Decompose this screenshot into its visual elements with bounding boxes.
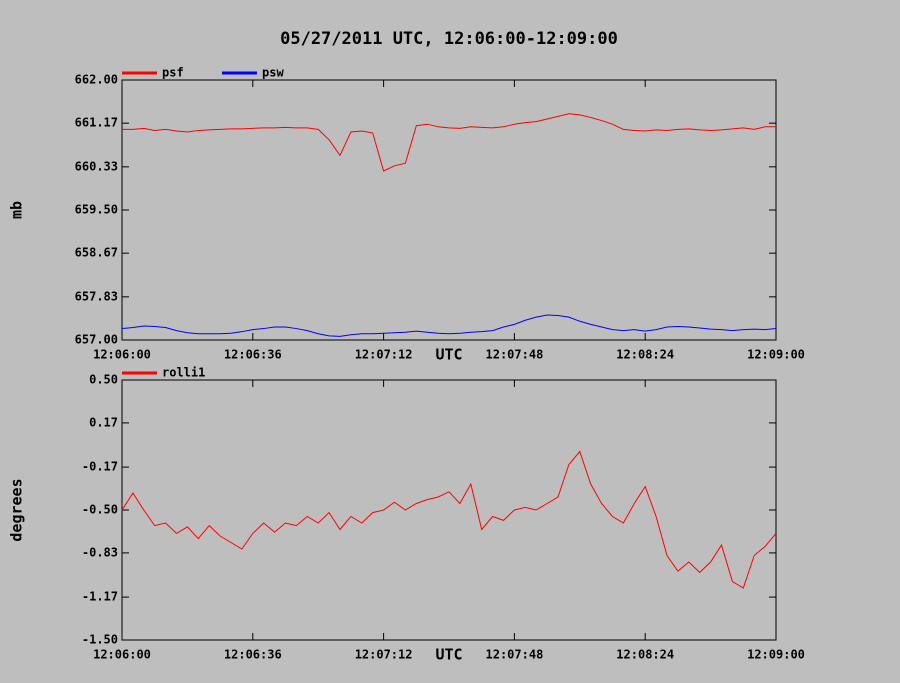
x-tick-label: 12:06:36 — [224, 348, 282, 362]
y-axis-label: mb — [8, 201, 26, 219]
x-tick-label: 12:09:00 — [747, 348, 805, 362]
x-tick-label: 12:06:36 — [224, 648, 282, 662]
x-tick-label: 12:07:48 — [486, 648, 544, 662]
y-tick-label: 0.50 — [89, 373, 118, 387]
x-tick-label: 12:08:24 — [616, 648, 674, 662]
data-line — [121, 450, 777, 589]
x-tick-label: 12:06:00 — [93, 348, 151, 362]
x-axis-label: UTC — [435, 346, 462, 364]
y-tick-label: -1.50 — [82, 633, 118, 647]
x-tick-label: 12:06:00 — [93, 648, 151, 662]
y-tick-label: 658.67 — [75, 246, 118, 260]
x-tick-label: 12:07:12 — [355, 348, 413, 362]
y-tick-label: -1.17 — [82, 590, 118, 604]
legend-label: rolli1 — [162, 366, 205, 380]
y-tick-label: 0.17 — [89, 415, 118, 429]
y-tick-label: -0.83 — [82, 545, 118, 559]
y-tick-label: -0.50 — [82, 503, 118, 517]
x-axis-label: UTC — [435, 646, 462, 664]
legend-label: psw — [262, 66, 284, 80]
y-tick-label: -0.17 — [82, 460, 118, 474]
legend-label: psf — [162, 66, 184, 80]
y-tick-label: 659.50 — [75, 203, 118, 217]
data-line — [122, 113, 776, 172]
y-tick-label: 657.83 — [75, 289, 118, 303]
y-tick-label: 657.00 — [75, 333, 118, 347]
x-tick-label: 12:08:24 — [616, 348, 674, 362]
chart-title: 05/27/2011 UTC, 12:06:00-12:09:00 — [280, 29, 618, 49]
x-tick-label: 12:07:12 — [355, 648, 413, 662]
data-line — [121, 314, 777, 337]
x-tick-label: 12:09:00 — [747, 648, 805, 662]
y-tick-label: 660.33 — [75, 159, 118, 173]
y-axis-label: degrees — [8, 478, 26, 541]
x-tick-label: 12:07:48 — [486, 348, 544, 362]
y-tick-label: 662.00 — [75, 73, 118, 87]
y-tick-label: 661.17 — [75, 116, 118, 130]
